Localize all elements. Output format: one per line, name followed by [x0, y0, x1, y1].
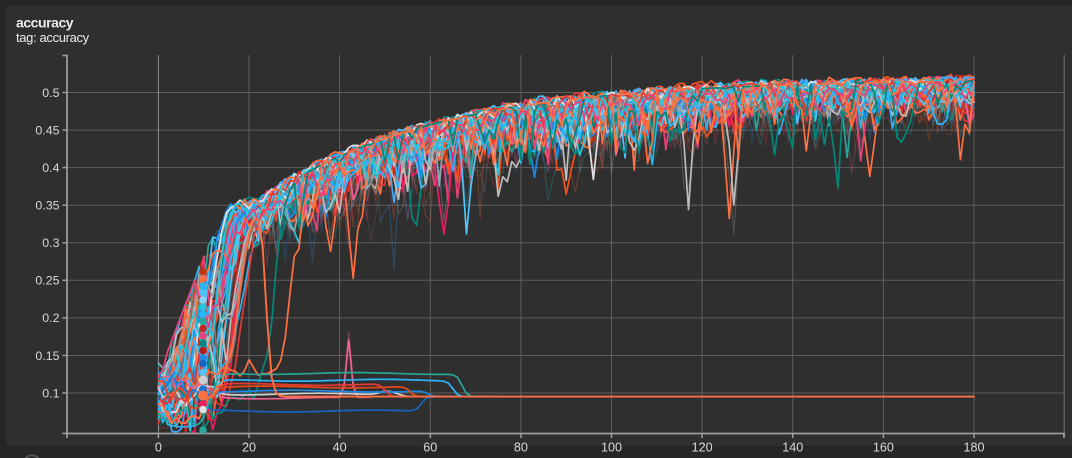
svg-text:100: 100 [601, 441, 622, 455]
svg-text:180: 180 [963, 441, 984, 455]
svg-text:120: 120 [692, 441, 713, 455]
svg-text:20: 20 [242, 441, 256, 455]
svg-text:60: 60 [423, 441, 437, 455]
svg-text:0.15: 0.15 [35, 349, 59, 363]
svg-text:0.3: 0.3 [42, 236, 59, 250]
svg-text:accuracy: accuracy [16, 14, 74, 30]
svg-text:0.1: 0.1 [42, 386, 59, 400]
svg-text:0.4: 0.4 [42, 161, 59, 175]
svg-text:0.5: 0.5 [42, 86, 59, 100]
svg-text:0.35: 0.35 [35, 199, 59, 213]
svg-text:0.25: 0.25 [35, 274, 59, 288]
svg-text:40: 40 [333, 441, 347, 455]
svg-text:tag: accuracy: tag: accuracy [16, 30, 90, 45]
svg-text:0.2: 0.2 [42, 311, 59, 325]
svg-text:160: 160 [873, 441, 894, 455]
svg-text:140: 140 [782, 441, 803, 455]
svg-text:80: 80 [514, 441, 528, 455]
svg-text:0.45: 0.45 [35, 123, 59, 137]
svg-text:0: 0 [155, 441, 162, 455]
